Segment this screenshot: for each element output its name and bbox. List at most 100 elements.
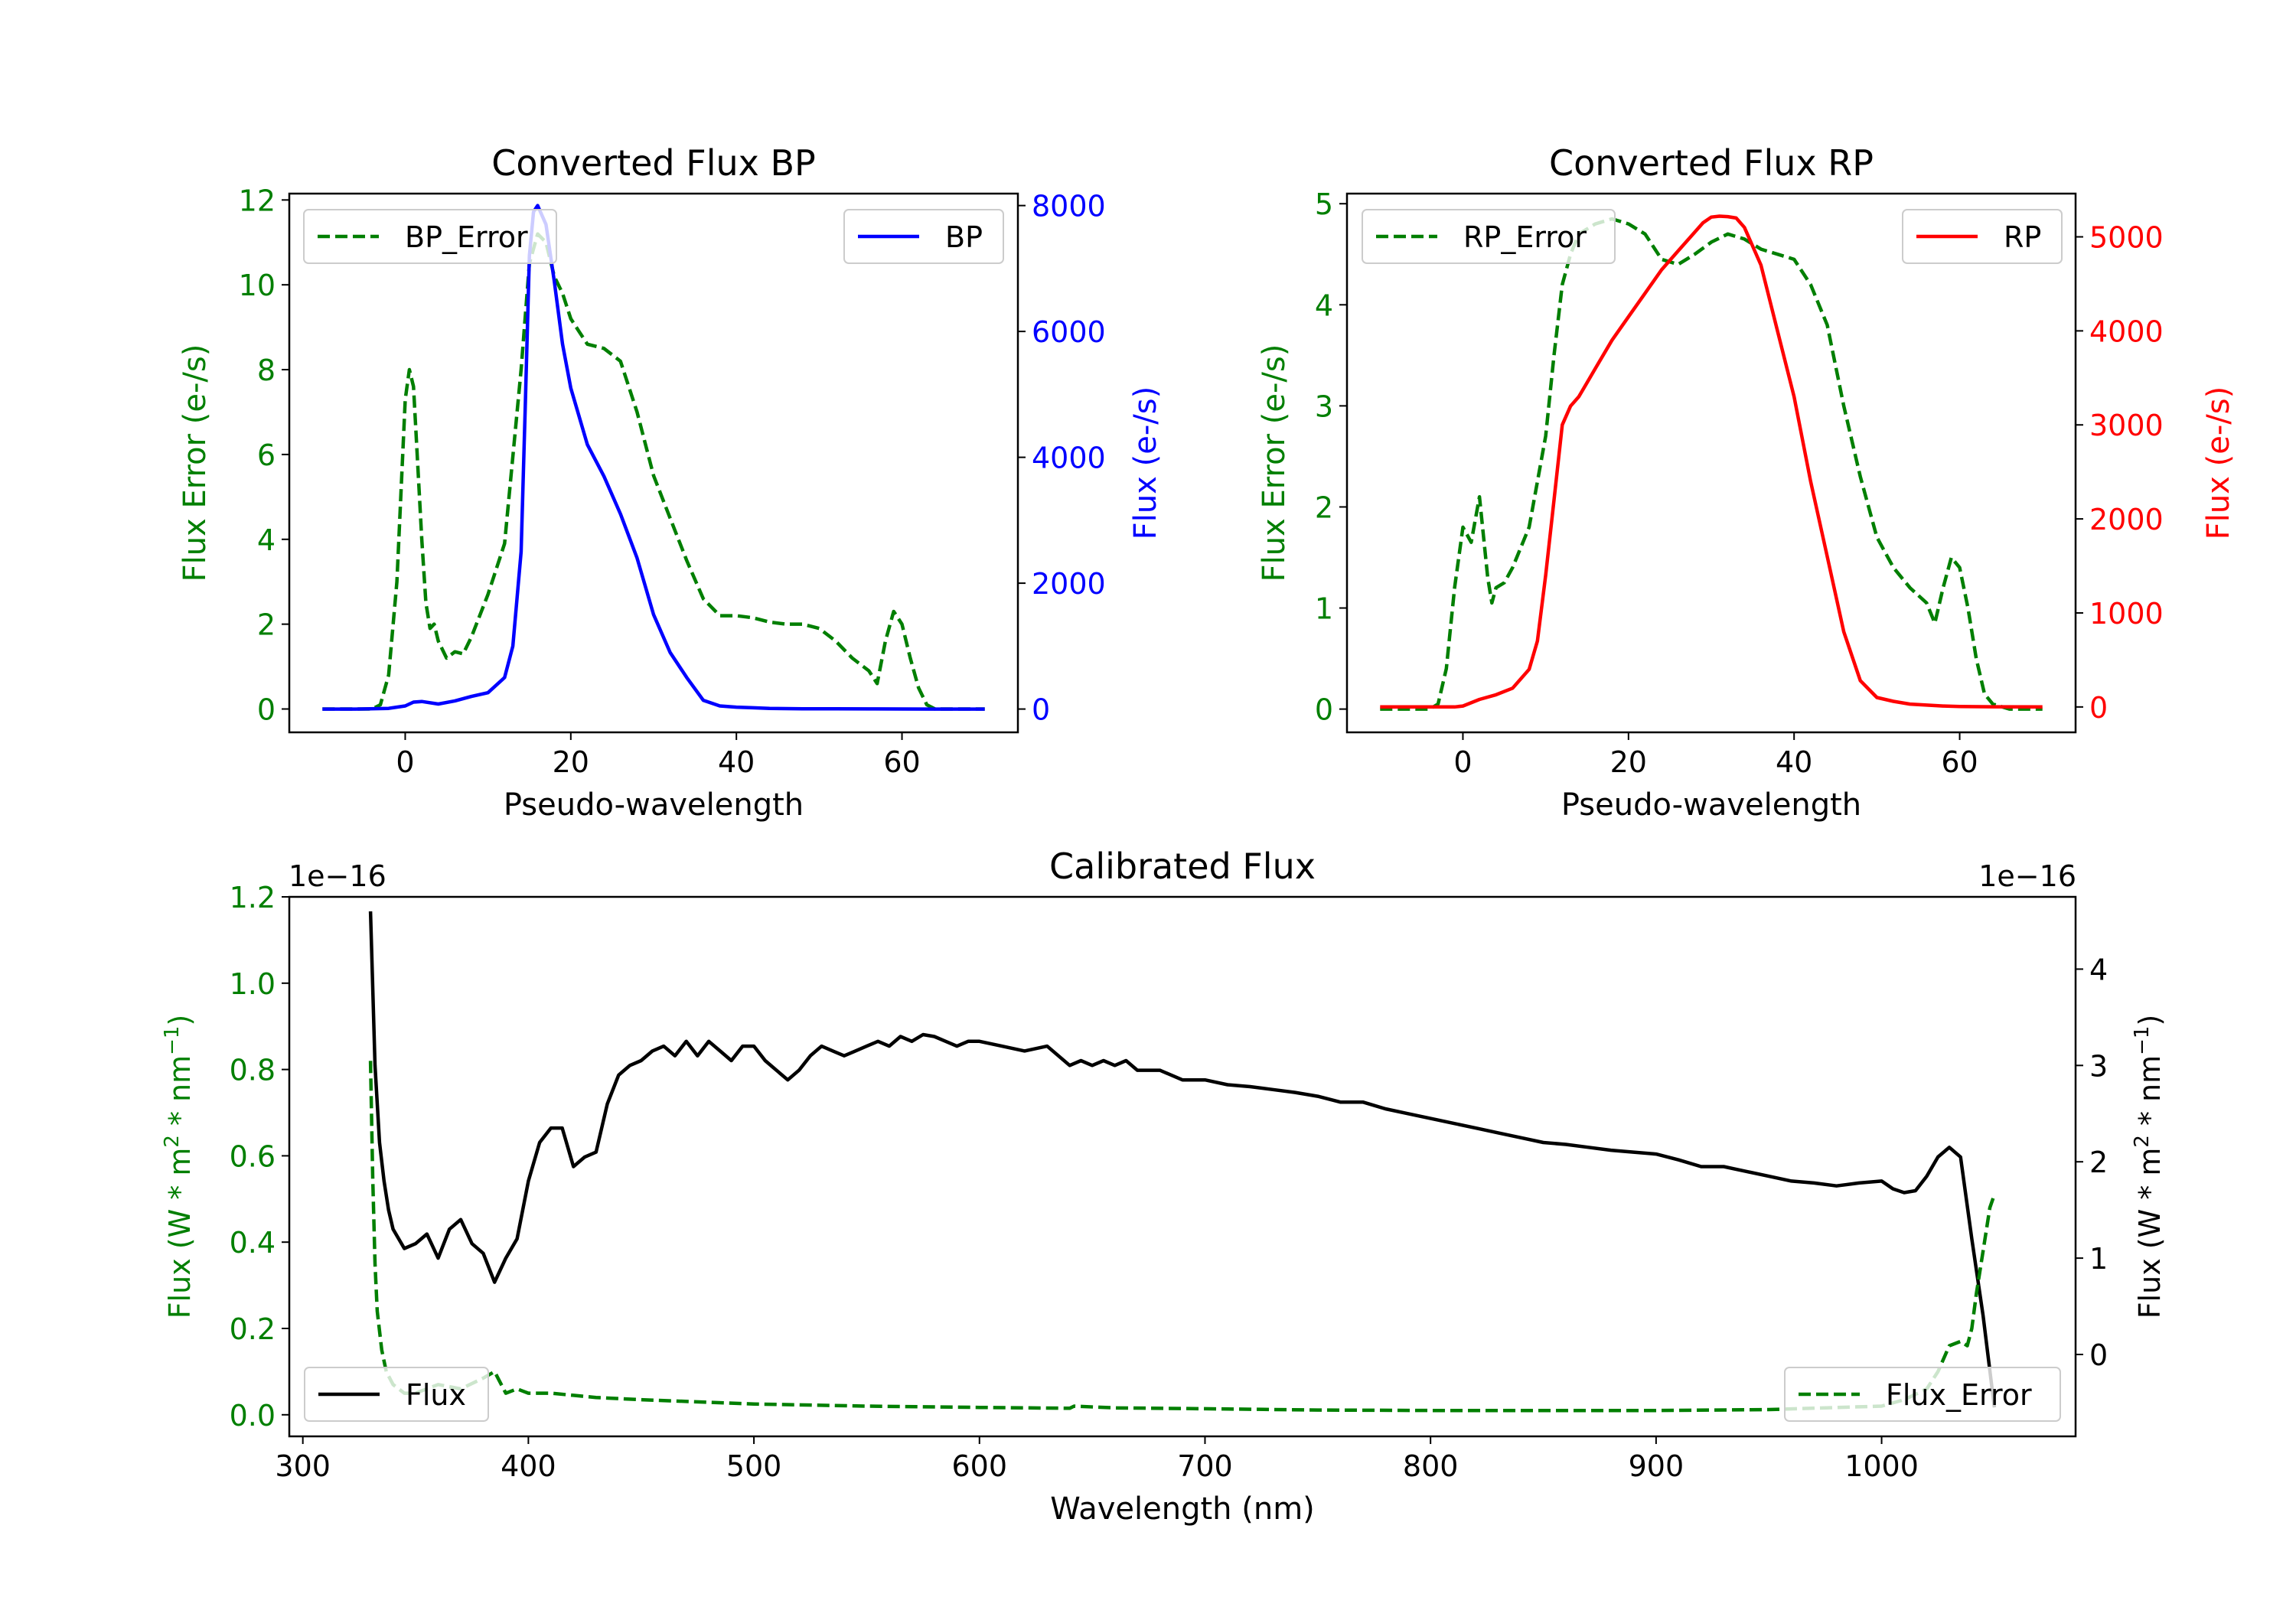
calibrated-ytick-right-label: 3 bbox=[2089, 1049, 2108, 1083]
calibrated-ytick-right-label: 2 bbox=[2089, 1146, 2108, 1179]
bp-ytick-left-label: 2 bbox=[257, 608, 276, 642]
calibrated-offset-right: 1e−16 bbox=[1978, 859, 2076, 893]
rp-ytick-right-label: 2000 bbox=[2089, 503, 2164, 536]
bp-ytick-right-label: 6000 bbox=[1032, 315, 1106, 349]
rp-series-rp-line bbox=[1380, 214, 2043, 709]
bp-axes-frame bbox=[288, 192, 1019, 734]
calibrated-xtick-label: 800 bbox=[1403, 1449, 1459, 1483]
calibrated-ylabel-left: Flux (W * m2 * nm−1) bbox=[161, 1015, 197, 1319]
rp-xlabel: Pseudo-wavelength bbox=[1561, 787, 1861, 823]
rp-series-group bbox=[1380, 214, 2043, 711]
bp-series-bp-error-line bbox=[322, 232, 985, 711]
calibrated-xtick-label: 500 bbox=[726, 1449, 782, 1483]
rp-panel: 0 20 40 60 0 1 2 3 4 5 0 1000 2000 3000 4000 5000 Conver… bbox=[1257, 142, 2236, 823]
rp-ylabel-left: Flux Error (e-/s) bbox=[1257, 344, 1292, 582]
calibrated-legend-flux: Flux bbox=[304, 1367, 489, 1422]
rp-ytick-left-label: 2 bbox=[1315, 491, 1333, 524]
bp-panel: 0 20 40 60 0 2 4 6 8 10 12 0 2000 4000 6000 8000 Convert… bbox=[178, 142, 1163, 823]
rp-ytick-right-label: 4000 bbox=[2089, 315, 2164, 348]
calibrated-offset-left: 1e−16 bbox=[289, 859, 386, 893]
calibrated-ytick-right-label: 4 bbox=[2089, 953, 2108, 986]
bp-ytick-left-label: 8 bbox=[257, 354, 276, 387]
bp-xtick-label: 0 bbox=[396, 745, 414, 779]
bp-xtick-label: 60 bbox=[883, 745, 920, 779]
rp-axes-frame bbox=[1345, 192, 2077, 734]
bp-legend-label: BP bbox=[945, 220, 983, 254]
rp-xtick-label: 40 bbox=[1776, 745, 1812, 779]
rp-series-rp-error-line bbox=[1380, 217, 2043, 711]
rp-ytick-left-label: 4 bbox=[1315, 288, 1333, 322]
calibrated-ylabel-right-part-0: Flux (W * m bbox=[2133, 1148, 2167, 1319]
calibrated-legend-label: Flux_Error bbox=[1886, 1378, 2032, 1412]
rp-legend-rp: RP bbox=[1902, 209, 2063, 264]
bp-series-bp-line bbox=[322, 204, 985, 711]
rp-legend-label: RP_Error bbox=[1463, 220, 1587, 254]
rp-xtick-label: 0 bbox=[1453, 745, 1472, 779]
calibrated-title: Calibrated Flux bbox=[1049, 846, 1316, 887]
calibrated-ytick-left-label: 1.0 bbox=[230, 967, 276, 1001]
calibrated-ytick-left-label: 0.2 bbox=[230, 1312, 276, 1346]
bp-legend-box bbox=[303, 209, 557, 264]
calibrated-ytick-right-label: 1 bbox=[2089, 1242, 2108, 1276]
calibrated-ytick-right-label: 0 bbox=[2089, 1338, 2108, 1372]
calibrated-ytick-left-label: 0.4 bbox=[230, 1226, 276, 1260]
calibrated-legend-flux-error: Flux_Error bbox=[1784, 1367, 2061, 1422]
rp-ytick-right-label: 1000 bbox=[2089, 597, 2164, 631]
calibrated-xtick-label: 300 bbox=[275, 1449, 331, 1483]
bp-ytick-right-label: 0 bbox=[1032, 693, 1050, 727]
bp-ytick-right-label: 8000 bbox=[1032, 190, 1106, 223]
bp-xtick-label: 20 bbox=[553, 745, 589, 779]
bp-legend-label: BP_Error bbox=[405, 220, 528, 254]
rp-ytick-left-label: 1 bbox=[1315, 592, 1333, 626]
bp-legend-bp-error: BP_Error bbox=[303, 209, 557, 264]
bp-xlabel: Pseudo-wavelength bbox=[504, 787, 804, 823]
rp-legend-box bbox=[1902, 209, 2063, 264]
bp-legend-bp: BP bbox=[843, 209, 1004, 264]
calibrated-ylabel-right: Flux (W * m2 * nm−1) bbox=[2131, 1015, 2167, 1319]
rp-ytick-left-label: 3 bbox=[1315, 390, 1333, 423]
bp-ytick-right-label: 2000 bbox=[1032, 567, 1106, 601]
bp-ytick-left-label: 4 bbox=[257, 523, 276, 557]
bp-ytick-left-label: 12 bbox=[239, 184, 276, 217]
calibrated-ylabel-right-part-3: −1 bbox=[2131, 1026, 2154, 1055]
calibrated-xtick-label: 1000 bbox=[1844, 1449, 1919, 1483]
calibrated-xtick-label: 700 bbox=[1177, 1449, 1233, 1483]
calibrated-ylabel-left-part-1: 2 bbox=[161, 1135, 184, 1148]
calibrated-ylabel-right-part-4: ) bbox=[2133, 1015, 2167, 1026]
rp-xtick-label: 20 bbox=[1610, 745, 1647, 779]
calibrated-ylabel-left-part-0: Flux (W * m bbox=[163, 1148, 197, 1319]
bp-ylabel-right: Flux (e-/s) bbox=[1128, 386, 1163, 539]
calibrated-xtick-label: 900 bbox=[1629, 1449, 1684, 1483]
rp-legend-box bbox=[1362, 209, 1616, 264]
calibrated-xlabel: Wavelength (nm) bbox=[1050, 1491, 1315, 1527]
rp-ytick-left-label: 0 bbox=[1315, 693, 1333, 727]
rp-title: Converted Flux RP bbox=[1549, 142, 1874, 184]
calibrated-ylabel-right-part-1: 2 bbox=[2131, 1135, 2154, 1148]
rp-legend-rp-error: RP_Error bbox=[1362, 209, 1616, 264]
bp-ylabel-left: Flux Error (e-/s) bbox=[178, 344, 213, 582]
calibrated-ytick-left-label: 0.6 bbox=[230, 1139, 276, 1173]
bp-xtick-label: 40 bbox=[718, 745, 755, 779]
rp-ytick-left-label: 5 bbox=[1315, 187, 1333, 221]
calibrated-ylabel-left-part-4: ) bbox=[163, 1015, 197, 1026]
bp-title: Converted Flux BP bbox=[491, 142, 816, 184]
calibrated-series-flux-line bbox=[368, 911, 1997, 1408]
calibrated-xtick-label: 600 bbox=[952, 1449, 1008, 1483]
bp-series-group bbox=[322, 204, 985, 711]
calibrated-ytick-left-label: 0.0 bbox=[230, 1399, 276, 1433]
bp-ytick-right-label: 4000 bbox=[1032, 442, 1106, 475]
rp-ytick-right-label: 0 bbox=[2089, 691, 2108, 725]
rp-ytick-right-label: 3000 bbox=[2089, 409, 2164, 442]
calibrated-axes-frame bbox=[288, 895, 2077, 1438]
calibrated-ytick-left-label: 0.8 bbox=[230, 1054, 276, 1087]
rp-xtick-label: 60 bbox=[1941, 745, 1978, 779]
calibrated-panel: 300 400 500 600 700 800 900 1000 0.0 0.2 0.4 0.6 0.8… bbox=[161, 846, 2167, 1527]
rp-legend-label: RP bbox=[2004, 220, 2041, 254]
calibrated-legend-label: Flux bbox=[406, 1378, 466, 1412]
calibrated-ylabel-right-part-2: * nm bbox=[2133, 1055, 2167, 1135]
bp-legend-box bbox=[843, 209, 1004, 264]
calibrated-ytick-left-label: 1.2 bbox=[230, 881, 276, 914]
rp-ylabel-right: Flux (e-/s) bbox=[2201, 386, 2236, 539]
